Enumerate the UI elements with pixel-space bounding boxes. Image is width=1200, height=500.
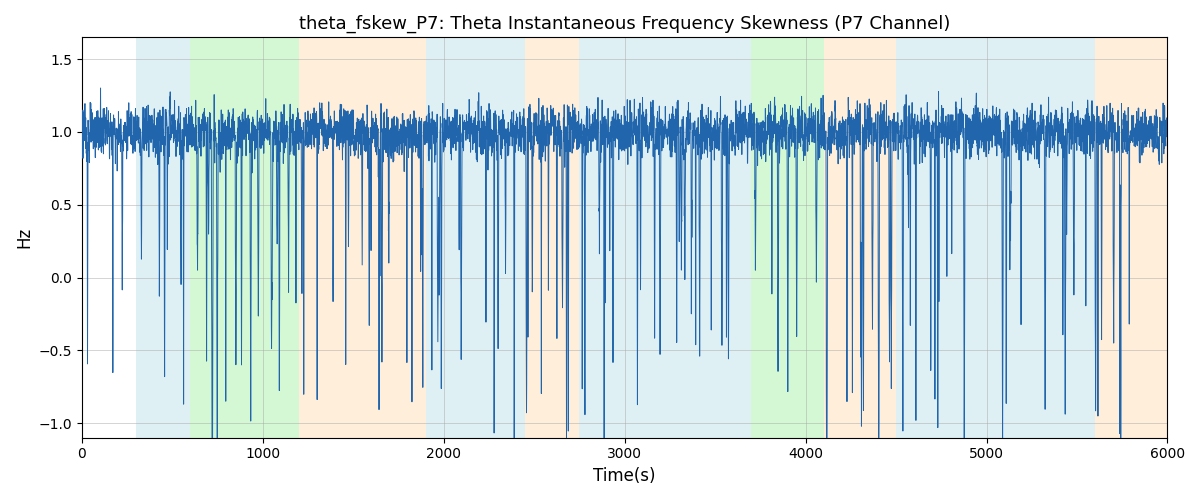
Bar — [426, 38, 526, 438]
Bar — [1096, 38, 1168, 438]
Bar — [136, 38, 191, 438]
Bar — [724, 38, 751, 438]
Y-axis label: Hz: Hz — [14, 227, 32, 248]
Bar — [526, 38, 580, 438]
Bar — [580, 38, 724, 438]
Title: theta_fskew_P7: Theta Instantaneous Frequency Skewness (P7 Channel): theta_fskew_P7: Theta Instantaneous Freq… — [299, 15, 950, 34]
Bar — [299, 38, 426, 438]
Bar — [751, 38, 823, 438]
Bar — [896, 38, 1068, 438]
Bar — [1068, 38, 1096, 438]
Bar — [823, 38, 896, 438]
Bar — [191, 38, 299, 438]
X-axis label: Time(s): Time(s) — [594, 467, 656, 485]
